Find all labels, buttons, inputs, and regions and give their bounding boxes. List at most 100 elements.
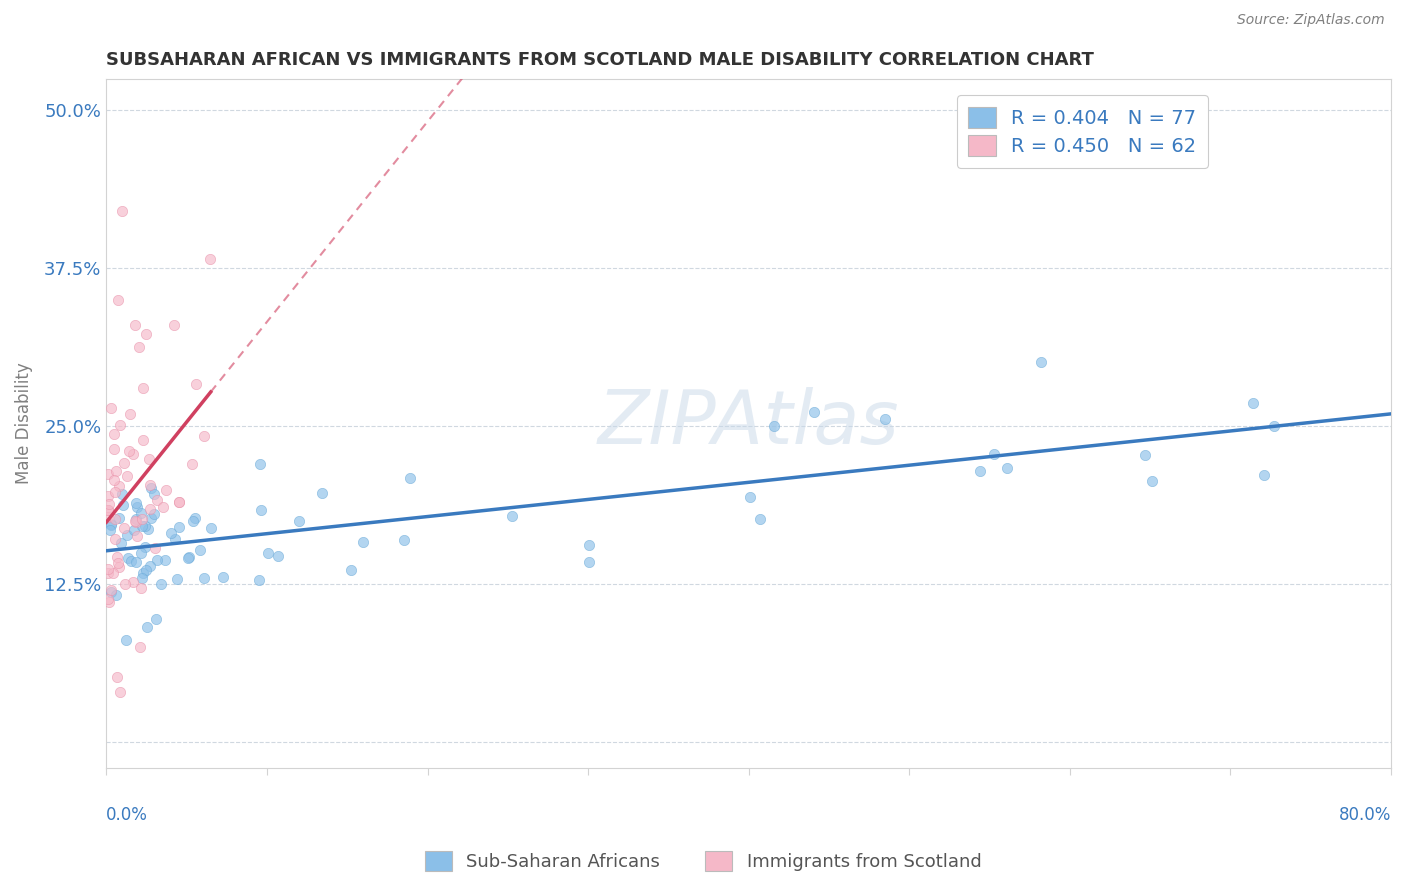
Point (1142, 474, 1164, 488)
Point (1241, 396, 1264, 410)
Point (169, 520, 191, 534)
Point (149, 577, 172, 591)
Point (181, 514, 204, 528)
Text: Source: ZipAtlas.com: Source: ZipAtlas.com (1237, 13, 1385, 28)
Point (352, 535, 374, 549)
Point (875, 411, 897, 425)
Point (100, 585, 122, 599)
Point (128, 640, 150, 654)
Point (803, 405, 825, 419)
Point (97, 562, 120, 576)
Point (103, 442, 125, 456)
Point (122, 447, 145, 461)
Text: ZIPAtlas: ZIPAtlas (598, 387, 900, 459)
Point (129, 545, 152, 559)
Point (131, 512, 153, 526)
Point (103, 473, 125, 487)
Point (134, 518, 156, 533)
Point (139, 481, 162, 495)
Point (98, 497, 121, 511)
Point (165, 532, 187, 546)
Point (128, 340, 150, 354)
Point (112, 456, 135, 470)
Point (111, 487, 134, 501)
Point (134, 540, 156, 554)
Text: 80.0%: 80.0% (1339, 805, 1391, 823)
Point (152, 500, 174, 514)
Point (107, 670, 129, 684)
Point (186, 376, 208, 391)
Point (112, 521, 135, 535)
Point (105, 550, 128, 565)
Point (97, 566, 120, 581)
Point (108, 560, 131, 574)
Point (131, 518, 153, 533)
Point (127, 500, 149, 514)
Point (288, 514, 311, 528)
Point (124, 515, 146, 529)
Point (100, 517, 122, 532)
Point (114, 577, 136, 591)
Point (146, 552, 169, 566)
Point (100, 401, 122, 415)
Point (145, 492, 167, 507)
Y-axis label: Male Disability: Male Disability (15, 362, 32, 484)
Point (120, 407, 142, 421)
Point (247, 574, 270, 588)
Point (100, 582, 122, 597)
Point (267, 549, 290, 564)
Point (124, 318, 146, 333)
Point (200, 520, 222, 534)
Point (748, 511, 770, 525)
Point (193, 429, 215, 443)
Point (257, 546, 280, 560)
Point (125, 515, 148, 529)
Point (181, 457, 204, 471)
Point (97, 502, 120, 516)
Point (1263, 418, 1285, 433)
Point (129, 506, 152, 520)
Point (249, 502, 271, 516)
Point (131, 571, 153, 585)
Point (1135, 448, 1157, 462)
Legend: Sub-Saharan Africans, Immigrants from Scotland: Sub-Saharan Africans, Immigrants from Sc… (418, 844, 988, 879)
Point (104, 512, 127, 526)
Point (143, 541, 166, 556)
Point (139, 502, 162, 516)
Point (108, 685, 131, 699)
Point (136, 522, 159, 536)
Legend: R = 0.404   N = 77, R = 0.450   N = 62: R = 0.404 N = 77, R = 0.450 N = 62 (956, 95, 1208, 168)
Point (97, 467, 120, 481)
Point (138, 452, 160, 467)
Point (145, 611, 167, 625)
Point (115, 468, 138, 483)
Point (132, 433, 155, 447)
Point (104, 588, 127, 602)
Point (139, 511, 162, 525)
Point (212, 570, 235, 584)
Point (132, 566, 155, 581)
Point (107, 479, 129, 493)
Point (142, 487, 165, 501)
Text: 0.0%: 0.0% (107, 805, 148, 823)
Point (740, 490, 762, 504)
Point (392, 533, 415, 547)
Point (163, 318, 186, 333)
Point (132, 381, 155, 395)
Point (983, 447, 1005, 461)
Point (340, 563, 363, 577)
Point (125, 496, 148, 510)
Point (110, 536, 132, 550)
Point (97, 591, 120, 606)
Point (115, 632, 138, 647)
Point (135, 620, 157, 634)
Point (249, 457, 271, 471)
Point (111, 204, 134, 219)
Point (155, 553, 177, 567)
Point (135, 327, 157, 342)
Point (578, 555, 600, 569)
Point (135, 563, 157, 577)
Point (190, 542, 212, 557)
Point (138, 559, 160, 574)
Point (995, 460, 1018, 475)
